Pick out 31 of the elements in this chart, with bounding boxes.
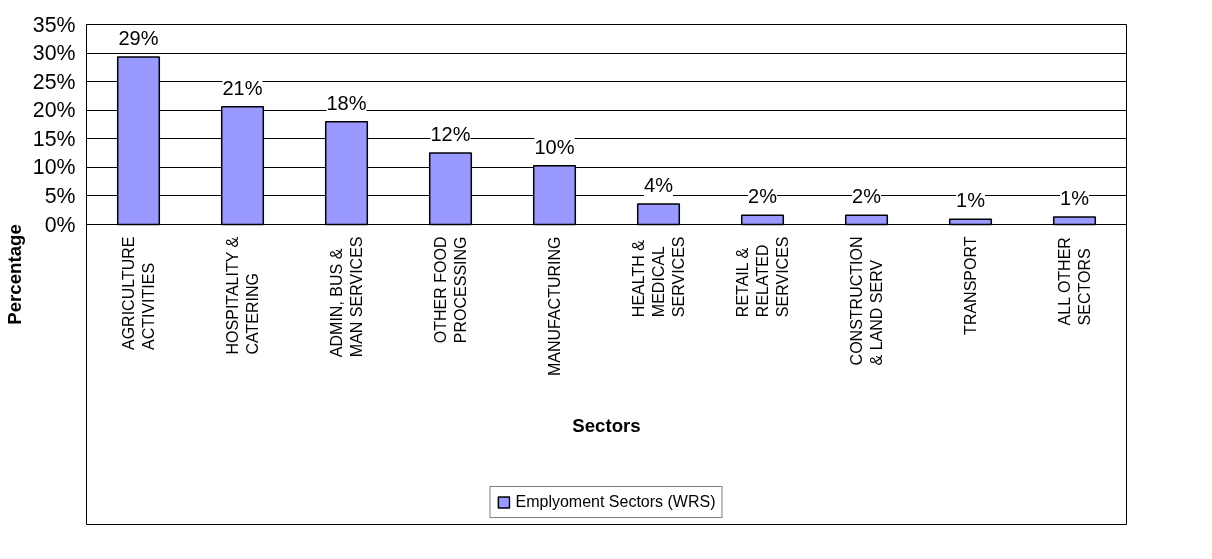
y-axis-title: Percentage (3, 224, 25, 325)
data-label: 2% (748, 185, 778, 208)
x-tick-label: ADMIN, BUS & MAN SERVICES (327, 236, 366, 358)
x-tick-label: RETAIL & RELATED SERVICES (733, 236, 792, 318)
data-label: 12% (430, 123, 471, 146)
x-tick-label: ALL OTHER SECTORS (1055, 237, 1094, 326)
x-axis-title: Sectors (572, 414, 641, 436)
y-tick-label: 25% (32, 69, 76, 94)
y-tick-label: 15% (32, 126, 76, 151)
data-label: 21% (222, 76, 263, 99)
y-tick-label: 30% (32, 41, 76, 66)
y-tick-label: 20% (32, 98, 76, 123)
x-tick-label: AGRICULTURE ACTIVITIES (119, 236, 158, 350)
legend-label: Emplyoment Sectors (WRS) (515, 493, 716, 511)
y-tick-label: 0% (44, 212, 76, 237)
x-tick-label: HEALTH & MEDICAL SERVICES (629, 236, 688, 318)
data-label: 29% (118, 27, 159, 50)
y-tick-label: 5% (44, 183, 76, 208)
data-label: 1% (1060, 187, 1090, 210)
x-tick-label: OTHER FOOD PROCESSING (431, 236, 470, 344)
x-tick-label: TRANSPORT (962, 236, 979, 335)
y-tick-label: 35% (32, 12, 76, 37)
x-tick-label: HOSPITALITY & CATERING (223, 236, 262, 355)
data-label: 1% (956, 189, 986, 212)
data-label: 4% (644, 173, 674, 196)
data-label: 18% (326, 91, 367, 114)
x-tick-label: MANUFACTURING (546, 236, 563, 377)
data-label: 10% (534, 135, 575, 158)
data-label: 2% (852, 185, 882, 208)
y-tick-label: 10% (32, 155, 76, 180)
x-tick-label: CONSTRUCTION & LAND SERV (847, 236, 886, 366)
